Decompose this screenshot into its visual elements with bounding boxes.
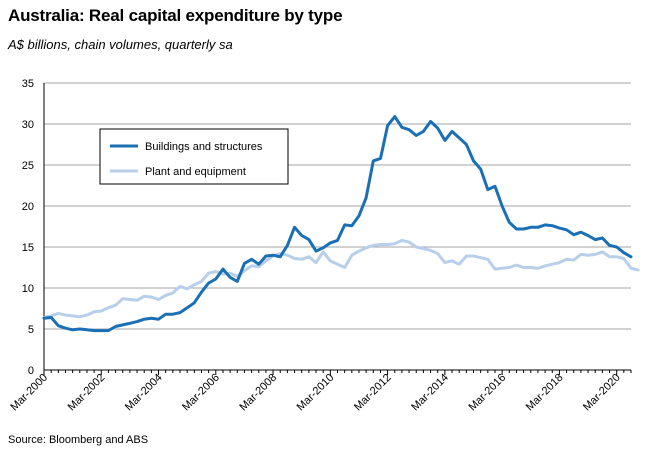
axes: 0 5 10 15 20 25 30 35 Mar-2000 Mar-2002 Mar-2004 Ma… [8,78,632,414]
legend-label: Buildings and structures [145,141,263,153]
gridlines [44,82,631,330]
y-tick-label: 25 [22,160,34,172]
series-line-plant [42,238,640,319]
x-tick-label: Mar-2006 [180,372,222,414]
x-tick-label: Mar-2000 [8,372,50,414]
chart-subtitle: A$ billions, chain volumes, quarterly sa [8,37,233,52]
y-tick-label: 30 [22,119,34,131]
legend-box [99,128,289,185]
x-tick-label: Mar-2016 [466,372,508,414]
y-tick-label: 5 [28,324,34,336]
legend-label: Plant and equipment [145,166,246,178]
y-tick-label: 20 [22,201,34,213]
series-lines [42,115,640,333]
source-note: Source: Bloomberg and ABS [8,434,149,446]
x-tick-label: Mar-2018 [524,372,566,414]
legend: Buildings and structures Plant and equipm… [99,128,289,185]
chart-title: Australia: Real capital expenditure by t… [8,6,343,25]
y-tick-label: 35 [22,78,34,90]
x-tick-label: Mar-2002 [66,372,108,414]
x-tick-label: Mar-2010 [295,372,337,414]
y-tick-label: 0 [28,365,34,377]
series-line-buildings [42,115,633,333]
y-tick-label: 15 [22,242,34,254]
x-tick-label: Mar-2020 [581,372,623,414]
x-tick-label: Mar-2008 [237,372,279,414]
x-tick-label: Mar-2004 [123,372,165,414]
x-tick-label: Mar-2014 [409,372,451,414]
x-tick-label: Mar-2012 [352,372,394,414]
y-tick-label: 10 [22,283,34,295]
